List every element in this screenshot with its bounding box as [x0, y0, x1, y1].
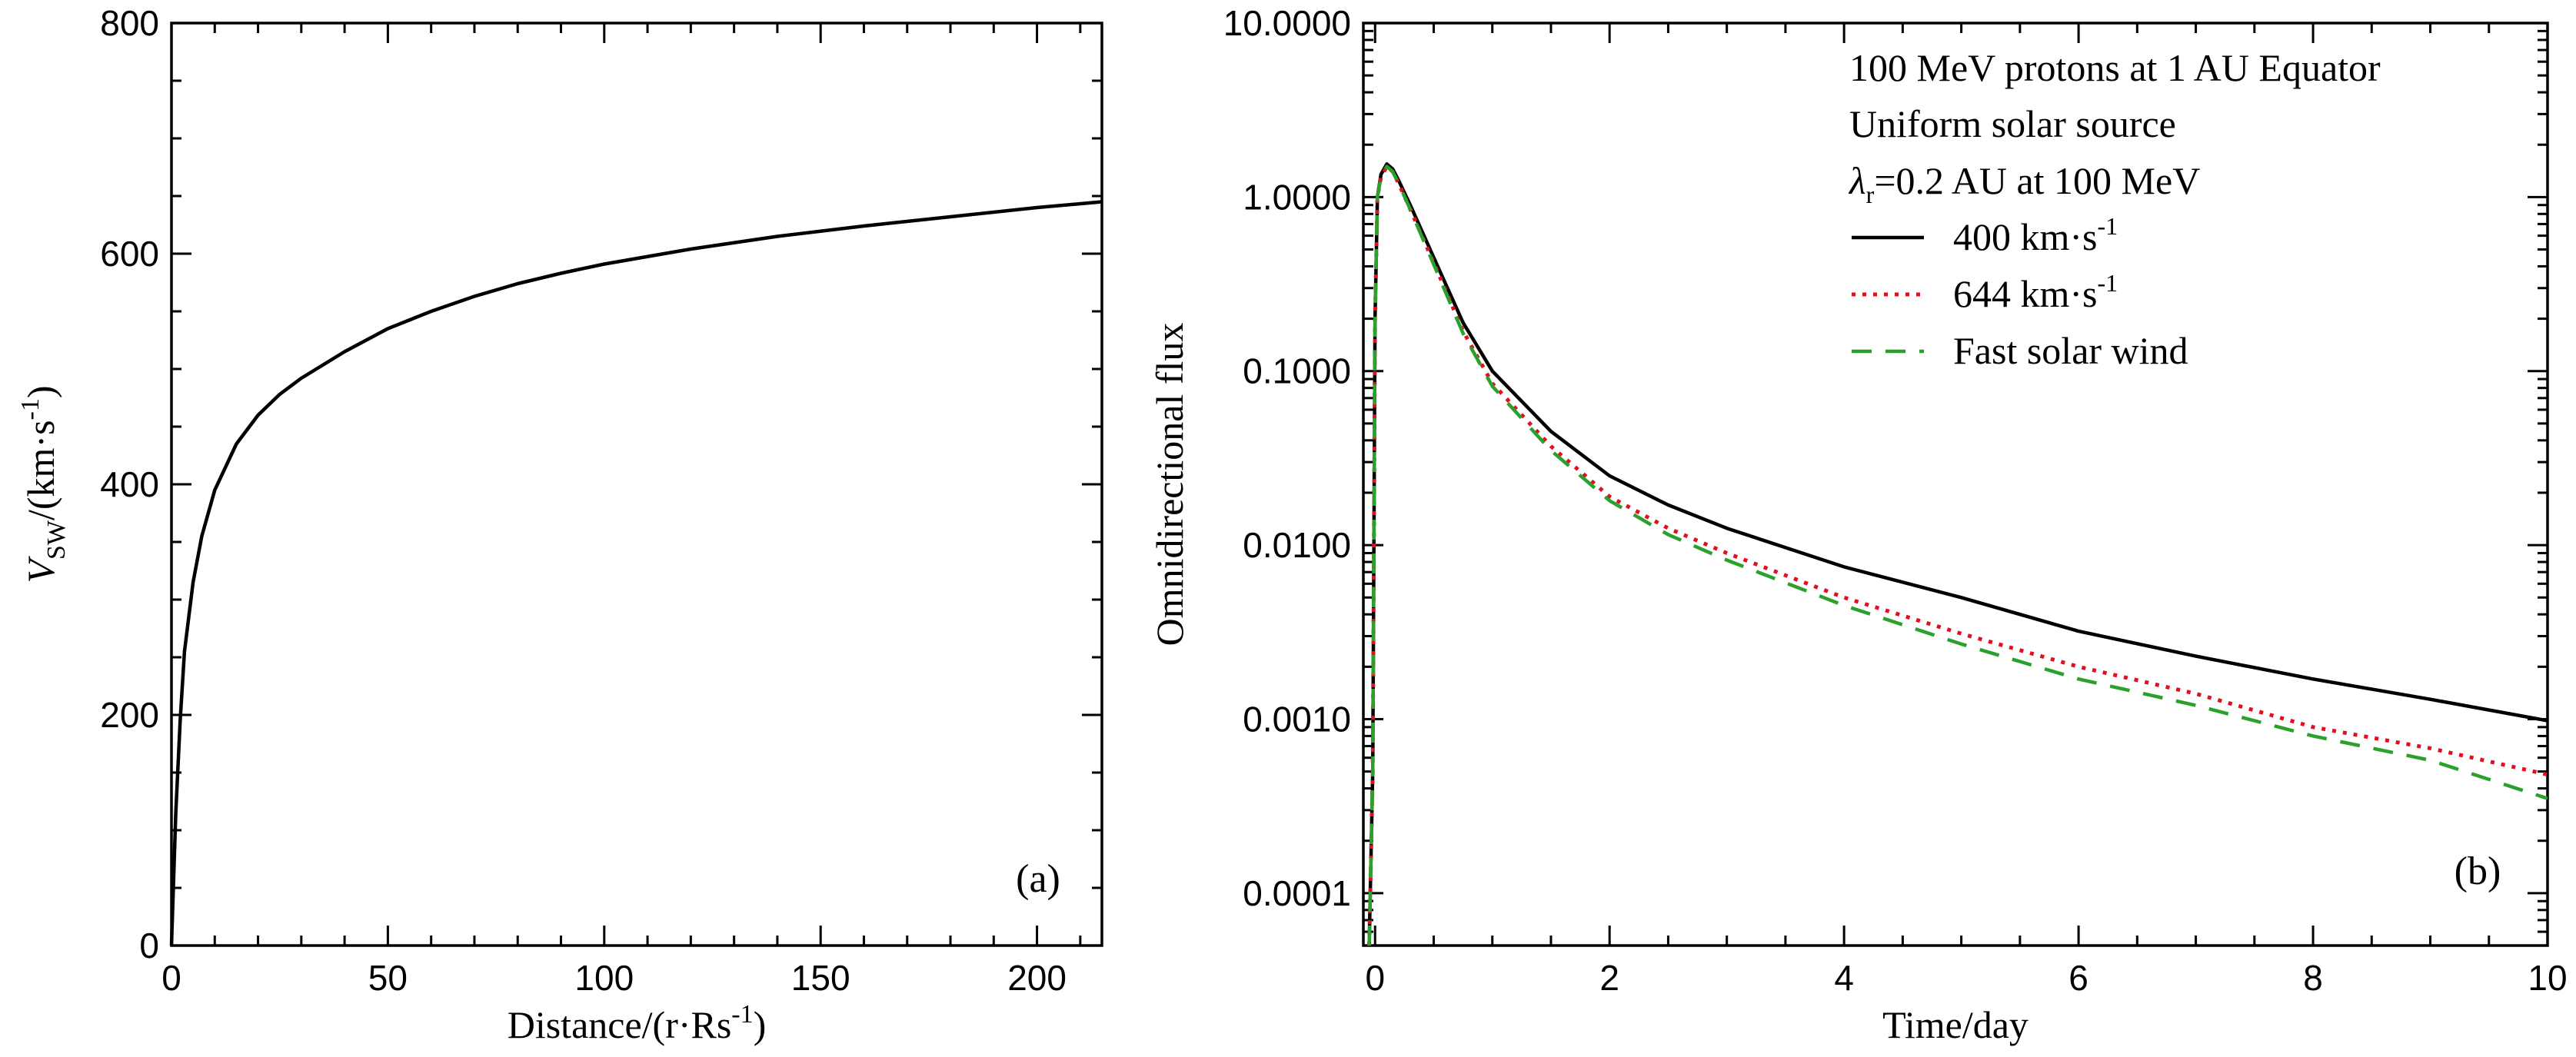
y-tick-label: 800 [100, 3, 159, 43]
legend-label: 644 km·s-1 [1953, 269, 2118, 315]
panel-a-y-axis-title: VSW/(km·s-1) [16, 385, 71, 583]
y-tick-label: 0.0001 [1243, 873, 1351, 913]
x-tick-label: 8 [2303, 958, 2323, 998]
panel-a-frame [170, 22, 1103, 947]
panel-b-tick-labels: 0 2 4 6 8 10 0.0001 0.0010 0.0100 0.1000 1.0000 10.… [1223, 3, 2568, 998]
panel-b-label: (b) [2455, 849, 2501, 893]
panel-b-frame [1362, 22, 2549, 947]
legend-header-2: Uniform solar source [1849, 102, 2176, 145]
x-tick-label: 200 [1007, 958, 1067, 998]
panel-a-x-axis-title: Distance/(r·Rs-1) [508, 1000, 767, 1046]
x-tick-label: 4 [1834, 958, 1854, 998]
y-tick-label: 200 [100, 695, 159, 735]
panel-b-series [1367, 162, 2548, 946]
panel-a-tick-labels: 0 50 100 150 200 0 200 400 600 800 [100, 3, 1067, 998]
legend-header-1: 100 MeV protons at 1 AU Equator [1849, 46, 2381, 89]
x-tick-label: 2 [1599, 958, 1619, 998]
y-tick-label: 0 [139, 926, 159, 966]
legend: 100 MeV protons at 1 AU Equator Uniform … [1848, 46, 2381, 372]
panel-a-label: (a) [1016, 857, 1060, 901]
panel-a: 0 50 100 150 200 0 200 400 600 800 (a) Distance/(… [16, 3, 1103, 1046]
x-tick-label: 150 [791, 958, 850, 998]
x-tick-label: 10 [2528, 958, 2567, 998]
legend-entries: 400 km·s-1 644 km·s-1 Fast solar wind [1852, 212, 2188, 372]
y-tick-label: 10.0000 [1223, 3, 1351, 43]
y-tick-label: 1.0000 [1243, 177, 1351, 217]
x-tick-label: 0 [1365, 958, 1385, 998]
y-tick-label: 600 [100, 234, 159, 274]
y-tick-label: 0.0100 [1243, 525, 1351, 565]
x-tick-label: 0 [161, 958, 181, 998]
panel-b-y-axis-title: Omnidirectional flux [1148, 323, 1191, 646]
y-tick-label: 0.1000 [1243, 351, 1351, 391]
legend-label: Fast solar wind [1953, 329, 2188, 372]
series-line-3 [1367, 165, 2548, 946]
panel-a-series [169, 200, 1103, 946]
legend-label: 400 km·s-1 [1953, 212, 2118, 258]
panel-b: 0 2 4 6 8 10 0.0001 0.0010 0.0100 0.1000 1.0000 10.… [1148, 3, 2568, 1046]
y-tick-label: 400 [100, 464, 159, 504]
x-tick-label: 6 [2068, 958, 2088, 998]
panel-a-ticks [170, 22, 1102, 947]
series-line-vsw [169, 200, 1103, 946]
panel-b-x-axis-title: Time/day [1882, 1003, 2029, 1046]
legend-lambda-line: λr=0.2 AU at 100 MeV [1848, 159, 2200, 208]
x-tick-label: 100 [574, 958, 634, 998]
x-tick-label: 50 [368, 958, 408, 998]
y-tick-label: 0.0010 [1243, 699, 1351, 739]
